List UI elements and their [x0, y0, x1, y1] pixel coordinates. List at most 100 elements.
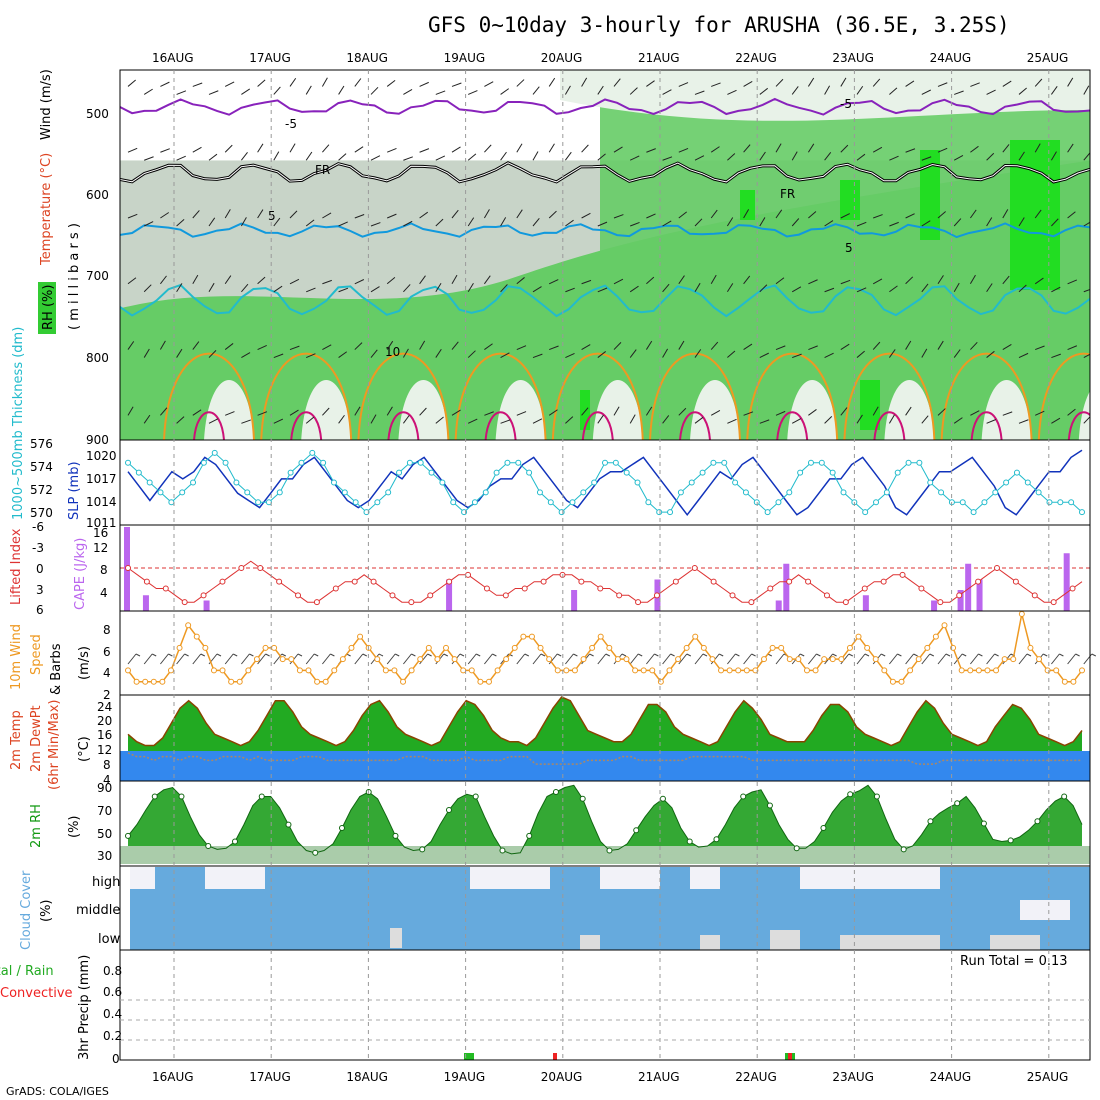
wind-barb-15-5: [370, 414, 377, 424]
thickness-pt-84: [1035, 489, 1042, 496]
thick-tick-0: 576: [30, 437, 53, 451]
thick-tick-2: 572: [30, 483, 53, 497]
wind-speed-pt-30: [382, 667, 389, 674]
wind-barb-19-0: [435, 90, 446, 95]
wind-barb-23-5: [500, 419, 511, 424]
wind-barb-26-5: [548, 409, 558, 416]
wind-barb-21-3: [467, 282, 474, 293]
wind-speed-pt-49: [546, 656, 553, 663]
wind-barb-43-3: [824, 287, 835, 293]
sfc-barb-flag-51: [961, 653, 967, 657]
wind-barb-27-1: [564, 151, 572, 161]
li-pt-58: [672, 578, 679, 585]
wind-speed-pt-32: [400, 678, 407, 685]
upper-ylabel-temp: Temperature (°C): [39, 153, 54, 266]
wind-speed-pt-18: [279, 656, 286, 663]
sfc-barb-flag-5: [216, 653, 222, 657]
wind-speed-pt-40: [468, 667, 475, 674]
wind-speed-pt-7: [185, 622, 192, 629]
contour-20-day7: [873, 411, 906, 440]
precip-tick-2: 0.4: [103, 1007, 122, 1021]
sfc-barb-flag-4: [200, 653, 206, 657]
wind-barb-13-2: [338, 221, 348, 227]
thickness-pt-1: [135, 469, 142, 476]
wind-barb-58-4: [1067, 345, 1078, 351]
contour-label-1: -5: [840, 97, 852, 111]
thickness-pt-46: [623, 469, 630, 476]
thickness-pt-27: [417, 459, 424, 466]
rh-ylabel-unit: (%): [67, 816, 82, 839]
wind-barb-16-3: [386, 277, 396, 285]
rh2m-pt-24: [338, 825, 345, 831]
wind-barb-12-5: [322, 407, 330, 416]
wind-barb-18-5: [419, 407, 427, 416]
sfc-barb-flag-49: [929, 653, 935, 657]
wind-speed-pt-106: [1036, 656, 1043, 663]
wind-barb-15-1: [370, 155, 381, 161]
wind-speed-pt-13: [236, 678, 243, 685]
wind-speed-pt-105: [1027, 644, 1034, 651]
thickness-pt-23: [374, 499, 381, 506]
sfc-barb-2: [160, 653, 169, 665]
wind-barb-16-1: [387, 148, 397, 153]
wind-barb-57-2: [1051, 218, 1059, 227]
wind-barb-39-4: [759, 352, 769, 359]
top-date-16AUG: 16AUG: [152, 51, 194, 65]
li-pt-62: [710, 578, 717, 585]
cape-axis-labels: -6 -3 0 3 6 16 12 8 4 Lifted Index CAPE …: [9, 520, 108, 617]
wind-barb-2-2: [160, 212, 170, 219]
conv-bar-22aug: [788, 1053, 792, 1060]
thickness-pt-37: [526, 469, 533, 476]
contour-15-day7: [843, 352, 936, 440]
sfc-barb-45: [856, 653, 866, 665]
wind-speed-pt-4: [159, 678, 166, 685]
sfc-barb-0: [127, 653, 137, 665]
wind-barb-11-2: [305, 219, 315, 227]
upper-ytick-900: 900: [86, 433, 109, 447]
thickness-pt-30: [450, 499, 457, 506]
contour-20-day6: [776, 411, 809, 440]
rh-bright-cell-3: [840, 180, 860, 220]
wind-barb-7-3: [241, 283, 249, 293]
rh2m-pt-57: [633, 827, 640, 834]
thickness-pt-24: [385, 489, 392, 496]
wind-barb-44-2: [840, 213, 850, 219]
wind-barb-8-3: [257, 276, 266, 285]
wind-barb-39-5: [759, 419, 770, 424]
sfc-barb-flag-7: [249, 653, 254, 657]
wind-barb-33-4: [662, 348, 669, 358]
wind-speed-pt-16: [262, 644, 269, 651]
sfc-barb-flag-16: [394, 653, 400, 657]
wind-barb-11-5: [305, 416, 315, 424]
contour-label-4: 5: [268, 209, 276, 223]
cloud-ylabel: Cloud Cover: [19, 870, 34, 950]
thickness-pt-82: [1013, 469, 1020, 476]
cape-bar-11: [965, 563, 972, 611]
li-pt-30: [408, 599, 415, 606]
wind-barb-52-5: [970, 410, 980, 416]
contour-minus5: [120, 97, 1090, 116]
thickness-pt-32: [471, 499, 478, 506]
cape-bar-1: [142, 595, 149, 611]
wind-barb-48-2: [905, 213, 915, 219]
thickness-pt-56: [732, 479, 739, 486]
sfc-barb-flag-24: [524, 653, 530, 657]
thickness-pt-69: [873, 499, 880, 506]
wind-speed-pt-77: [786, 656, 793, 663]
rh-axis-labels: 90 70 50 30 2m RH (%): [29, 781, 112, 863]
wind-barb-52-2: [969, 209, 977, 219]
thickness-pt-5: [179, 489, 186, 496]
rh2m-pt-3: [151, 793, 158, 800]
sfc-barb-flag-10: [297, 653, 303, 657]
wind-barb-5-3: [208, 282, 215, 293]
bottom-date-16AUG: 16AUG: [152, 1070, 194, 1084]
thickness-pt-59: [764, 509, 771, 516]
sfc-barb-flag-53: [994, 653, 999, 657]
wind-tick-2: 4: [103, 666, 111, 680]
wind-barb-51-4: [953, 349, 961, 358]
wind-barb-47-2: [889, 221, 899, 227]
wind-barb-25-3: [532, 286, 542, 293]
li-pt-84: [918, 585, 925, 592]
sfc-barb-26: [548, 653, 558, 665]
wind-barb-11-3: [306, 287, 316, 293]
